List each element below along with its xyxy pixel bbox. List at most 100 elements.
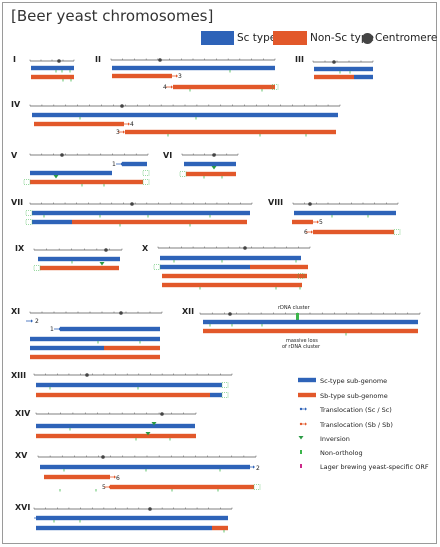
legend-trans-sc-glyph-translocation-arrow bbox=[305, 407, 307, 411]
chr-VI-sb-bar bbox=[186, 171, 236, 177]
chr-XVI-sc-bar-2 bbox=[36, 525, 212, 531]
legend-sc-swatch bbox=[201, 31, 234, 45]
chr-I-label: I bbox=[13, 55, 16, 64]
chr-VI-centromere bbox=[212, 153, 216, 157]
chr-XV-telomere-mark bbox=[253, 484, 261, 490]
chr-XI-sb-bar-4 bbox=[30, 354, 160, 360]
chr-II-num-b: 4 bbox=[163, 84, 167, 91]
chr-II-sc-bar bbox=[112, 65, 275, 71]
legend-centromere-dot bbox=[362, 33, 373, 44]
chr-XI-sc-bar-2 bbox=[30, 336, 160, 342]
chr-V-sc-bar-2 bbox=[30, 170, 112, 176]
chr-IV-sc-bar bbox=[32, 112, 338, 118]
chr-XIV-sb-bar bbox=[36, 433, 196, 439]
chr-VIII-telomere-mark bbox=[393, 229, 401, 235]
chr-I-centromere bbox=[57, 59, 61, 63]
chr-XI-sc-bar-3 bbox=[30, 345, 104, 351]
legend-sc-subgenome-label: Sc-type sub-genome bbox=[320, 377, 388, 385]
legend-sb-subgenome-label: Sb-type sub-genome bbox=[320, 392, 388, 400]
chr-XVI-centromere bbox=[148, 507, 152, 511]
chr-XIII-telomere-mark bbox=[221, 382, 229, 388]
figure-title: [Beer yeast chromosomes] bbox=[11, 7, 214, 25]
chr-I-sb-bar bbox=[31, 74, 74, 80]
chr-XIV-centromere bbox=[160, 412, 164, 416]
chr-VIII-centromere bbox=[308, 202, 312, 206]
chr-V-right2-telomere-mark bbox=[142, 179, 150, 185]
chr-XI-sb-bar-3 bbox=[104, 345, 160, 351]
chr-XV-num-2: 2 bbox=[256, 465, 260, 472]
chr-III-sc-bar bbox=[314, 66, 373, 72]
chr-XI-a-translocation-arrow bbox=[31, 319, 33, 323]
chr-XIV-inversion bbox=[151, 422, 157, 426]
chr-XII-rdna-marker bbox=[296, 313, 299, 322]
chr-X-sb-bar-2 bbox=[250, 264, 308, 270]
chr-III-sc-insert bbox=[354, 74, 373, 80]
legend-sb-subgenome-swatch bbox=[298, 392, 316, 398]
chr-II-b-translocation-arrow bbox=[171, 85, 173, 89]
chr-XV-centromere bbox=[101, 455, 105, 459]
chr-XI-label: XI bbox=[11, 307, 20, 316]
legend-sc-subgenome-swatch bbox=[298, 377, 316, 383]
chr-IV-a-translocation-arrow bbox=[128, 122, 130, 126]
chr-V-num-a: 1 bbox=[112, 161, 116, 168]
chr-IV-num-a: 4 bbox=[130, 121, 134, 128]
chr-XII-rdna-cluster-label: rDNA cluster bbox=[278, 305, 311, 311]
legend-non-ortholog-glyph bbox=[300, 450, 302, 454]
chr-VI-telomere-mark bbox=[179, 171, 187, 177]
chr-XII-sc-bar bbox=[203, 319, 418, 325]
chr-XII-sb-bar bbox=[203, 328, 418, 334]
chr-V-inversion bbox=[53, 175, 59, 179]
chr-VIII-a-translocation-arrow bbox=[317, 220, 319, 224]
chr-VIII-b-translocation-arrow bbox=[311, 230, 313, 234]
chr-IV-num-b: 3 bbox=[116, 129, 120, 136]
chr-VII-centromere bbox=[130, 202, 134, 206]
legend-trans-sb-glyph-translocation-arrow bbox=[305, 422, 307, 426]
chr-X-centromere bbox=[243, 246, 247, 250]
chr-X-label: X bbox=[142, 244, 149, 253]
chr-X-sb-bar-3 bbox=[162, 273, 307, 279]
chr-V-sc-bar bbox=[122, 161, 147, 167]
chr-IX-telomere-mark bbox=[33, 265, 41, 271]
chr-VII-label: VII bbox=[11, 198, 23, 207]
chr-XIII-sb-bar bbox=[36, 392, 210, 398]
chr-VII-telomere-mark bbox=[25, 210, 33, 216]
chr-IX-centromere bbox=[104, 248, 108, 252]
chr-XV-sb-bar-b bbox=[110, 484, 254, 490]
chr-IX-label: IX bbox=[15, 244, 25, 253]
chr-IV-sb-bar-a bbox=[34, 121, 124, 127]
chr-VII-sb-bar bbox=[72, 219, 247, 225]
chr-III-sb-bar bbox=[314, 74, 354, 80]
chr-XV-a-translocation-arrow bbox=[114, 475, 116, 479]
chr-VIII-label: VIII bbox=[268, 198, 283, 207]
chr-V-right-telomere-mark bbox=[142, 170, 150, 176]
chr-XII-massive-loss-label-1: massive loss bbox=[286, 338, 318, 344]
chr-XIII-2-telomere-mark bbox=[221, 392, 229, 398]
chr-X-telomere-mark bbox=[153, 264, 161, 270]
chr-XIV-label: XIV bbox=[15, 409, 31, 418]
chr-X-sb-bar-4 bbox=[162, 282, 302, 288]
chr-VIII-num-a: 5 bbox=[319, 219, 323, 226]
chr-I-sc-bar bbox=[31, 65, 74, 71]
chr-XIV-sc-bar bbox=[36, 423, 195, 429]
chr-IX-sb-bar bbox=[40, 265, 119, 271]
legend-lager-orf-glyph bbox=[300, 464, 302, 468]
chr-XI-num-a: 2 bbox=[35, 318, 39, 325]
chr-II-sb-bar-a bbox=[112, 73, 172, 79]
chr-III-centromere bbox=[332, 60, 336, 64]
chr-II-label: II bbox=[95, 55, 101, 64]
chr-II-centromere bbox=[158, 58, 162, 62]
chr-V-label: V bbox=[11, 151, 18, 160]
chr-II-sb-bar-b bbox=[173, 84, 275, 90]
chr-II-telomere-mark bbox=[271, 84, 279, 90]
chr-IV-centromere bbox=[120, 104, 124, 108]
chr-VIII-num-b: 6 bbox=[304, 229, 308, 236]
chr-XIII-centromere bbox=[85, 373, 89, 377]
chr-XV-num-a: 6 bbox=[116, 475, 120, 482]
legend-lager-orf-label: Lager brewing yeast-specific ORF bbox=[320, 463, 429, 471]
chr-II-a-translocation-arrow bbox=[176, 74, 178, 78]
chr-XI-sc-bar bbox=[60, 326, 160, 332]
chr-XIII-sc-insert bbox=[210, 392, 222, 398]
legend-inversion-label: Inversion bbox=[320, 435, 350, 443]
chr-XVI-label: XVI bbox=[15, 503, 30, 512]
chr-IX-inversion bbox=[99, 262, 105, 266]
